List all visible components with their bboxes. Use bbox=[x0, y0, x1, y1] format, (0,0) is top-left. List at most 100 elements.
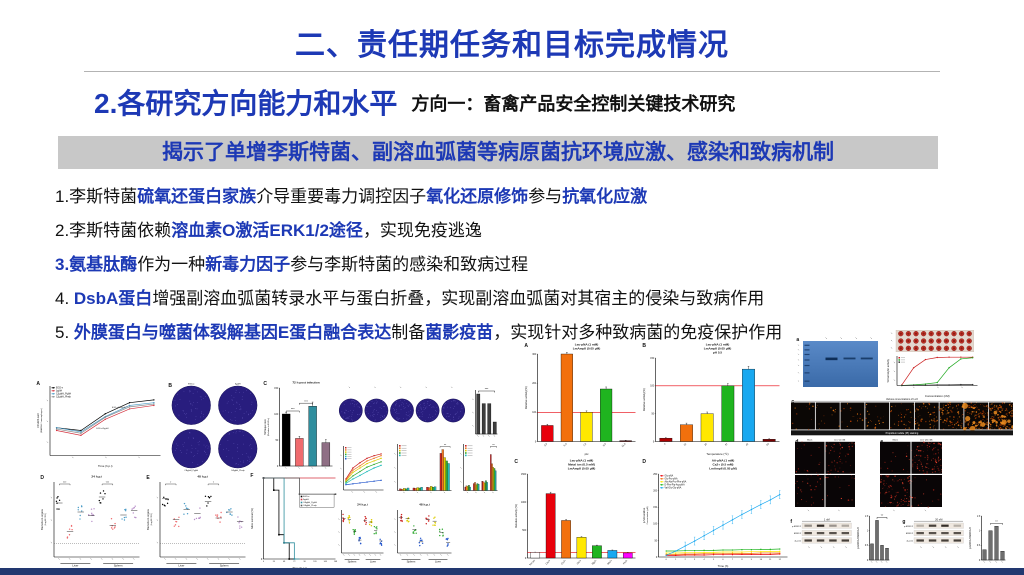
figure-sds-page-gel: a bbox=[796, 336, 880, 392]
figure-substrate-kinetics-line-chart: D AA-pNA (1 mM) Ca2+ (0.5 mM) LmAmpII (0.05… bbox=[642, 458, 790, 568]
svg-text:100: 100 bbox=[274, 414, 279, 416]
svg-text:No ion: No ion bbox=[529, 559, 536, 566]
svg-text:72: 72 bbox=[293, 561, 295, 563]
svg-text:**: ** bbox=[995, 519, 998, 523]
svg-text:%Plaque size: %Plaque size bbox=[263, 419, 267, 435]
svg-text:***: *** bbox=[106, 480, 110, 484]
svg-text:Propidium iodide (PI) staining: Propidium iodide (PI) staining bbox=[886, 432, 919, 435]
svg-text:100: 100 bbox=[653, 524, 658, 526]
svg-text:Ca2+ (0.5 mM): Ca2+ (0.5 mM) bbox=[713, 463, 734, 467]
svg-text:C: C bbox=[263, 381, 267, 387]
svg-text:β-actin: β-actin bbox=[907, 540, 914, 543]
svg-text:150: 150 bbox=[650, 358, 655, 360]
svg-text:p-ERK1/2/ERK1/2: p-ERK1/2/ERK1/2 bbox=[968, 527, 972, 549]
finding-item: 1.李斯特菌硫氧还蛋白家族介导重要毒力调控因子氧化还原修饰参与抗氧化应激 bbox=[55, 187, 648, 206]
svg-text:D: D bbox=[40, 475, 44, 481]
svg-text:(Log10 CFU): (Log10 CFU) bbox=[151, 513, 153, 525]
svg-text:0: 0 bbox=[656, 557, 658, 559]
svg-text:1: 1 bbox=[867, 531, 869, 533]
svg-text:p-ERK1/2: p-ERK1/2 bbox=[904, 526, 914, 528]
svg-text:CFU/24-well: CFU/24-well bbox=[36, 413, 40, 428]
svg-text:***: *** bbox=[304, 399, 308, 403]
finding-item: 2.李斯特菌依赖溶血素O激活ERK1/2途径，实现免疫逃逸 bbox=[55, 221, 482, 240]
svg-text:48: 48 bbox=[283, 561, 285, 563]
figure-organ-burden-48h-scatter: E 48 h.p.i Bacteria in organs (Log10 CFU) Li… bbox=[146, 474, 248, 570]
svg-text:(Log10 CFU): (Log10 CFU) bbox=[45, 513, 47, 525]
findings-list: 1.李斯特菌硫氧还蛋白家族介导重要毒力调控因子氧化还原修饰参与抗氧化应激 2.李斯… bbox=[55, 180, 985, 350]
svg-text:(RAW264.7 macrophages): (RAW264.7 macrophages) bbox=[40, 408, 43, 433]
svg-text:250: 250 bbox=[653, 474, 658, 476]
svg-text:g: g bbox=[902, 519, 905, 525]
svg-text:CΔyjbH_Phelp: CΔyjbH_Phelp bbox=[231, 469, 245, 472]
svg-text:Spleen: Spleen bbox=[114, 564, 123, 568]
figure-growth-curve-chart: A CFU/24-well (RAW264.7 macrophages) Time (… bbox=[36, 380, 163, 468]
svg-text:C: C bbox=[514, 459, 518, 465]
svg-text:Bacteria in organs: Bacteria in organs bbox=[40, 508, 44, 530]
svg-text:0: 0 bbox=[979, 560, 981, 562]
svg-text:Val-Gly-Gly-pNA: Val-Gly-Gly-pNA bbox=[665, 487, 682, 490]
svg-text:p-ERK1/2: p-ERK1/2 bbox=[792, 526, 802, 528]
svg-text:Leu-pNA (1 mM): Leu-pNA (1 mM) bbox=[706, 343, 730, 347]
slide-title: 二、责任期任务和目标完成情况 bbox=[295, 29, 729, 62]
svg-text:ERK1/2: ERK1/2 bbox=[794, 533, 802, 535]
svg-text:pH 5.5: pH 5.5 bbox=[713, 351, 723, 355]
svg-text:ΔyjbH: ΔyjbH bbox=[303, 498, 309, 501]
svg-text:50: 50 bbox=[655, 540, 658, 542]
section-heading-row: 2.各研究方向能力和水平 方向一：畜禽产品安全控制关键技术研究 bbox=[94, 88, 735, 120]
svg-text:Ca2+: Ca2+ bbox=[545, 559, 552, 566]
figure-erk-ratio-bar-1nm: p-ERK1/2/ERK1/2 0 0.5 1 1.5 ** bbox=[856, 512, 892, 568]
figure-plaque-bar-chart: *** bbox=[468, 386, 500, 442]
svg-text:Spleen: Spleen bbox=[220, 564, 229, 568]
svg-text:42: 42 bbox=[745, 442, 749, 446]
svg-text:EGD-e/CΔyjbH **: EGD-e/CΔyjbH ** bbox=[112, 406, 128, 409]
svg-text:Time (h.p.i): Time (h.p.i) bbox=[98, 464, 113, 468]
svg-text:0: 0 bbox=[666, 559, 668, 561]
svg-text:D: D bbox=[642, 459, 646, 465]
svg-text:7: 7 bbox=[732, 559, 734, 561]
svg-text:*: * bbox=[213, 480, 215, 484]
svg-text:***: *** bbox=[291, 407, 295, 411]
figure-erk-ratio-bar-20nm: p-ERK1/2/ERK1/2 0 0.5 1 1.5 ** bbox=[968, 512, 1008, 568]
svg-text:**: ** bbox=[492, 443, 495, 447]
svg-text:B: B bbox=[642, 343, 646, 349]
svg-text:4: 4 bbox=[663, 442, 667, 446]
svg-text:Liver: Liver bbox=[72, 564, 78, 568]
svg-text:LmAmpII (0.05 μM): LmAmpII (0.05 μM) bbox=[704, 347, 732, 351]
svg-text:72 h post infection: 72 h post infection bbox=[292, 381, 319, 385]
svg-text:A: A bbox=[36, 381, 40, 387]
svg-text:β-actin: β-actin bbox=[795, 540, 802, 543]
svg-text:A: A bbox=[524, 343, 528, 349]
svg-text:LLO (1 nM): LLO (1 nM) bbox=[834, 440, 845, 442]
svg-text:F: F bbox=[250, 473, 253, 479]
svg-text:B: B bbox=[168, 383, 172, 389]
svg-text:LmAmpII (0.05 μM): LmAmpII (0.05 μM) bbox=[573, 347, 601, 351]
section-heading: 2.各研究方向能力和水平 bbox=[94, 88, 398, 119]
svg-text:Concentration (nM): Concentration (nM) bbox=[925, 394, 950, 398]
svg-text:200: 200 bbox=[653, 491, 658, 493]
figure-western-blot-20nm: g 20 nM p-ERK1/2 ERK1/2 β-actin bbox=[902, 517, 964, 568]
svg-text:Mg2+: Mg2+ bbox=[591, 559, 598, 566]
svg-text:Mock: Mock bbox=[807, 440, 813, 442]
svg-text:CΔyjbH_PyjbH: CΔyjbH_PyjbH bbox=[184, 469, 198, 472]
figure-pi-staining-strip: c Various concentrations of LLO Propidium … bbox=[791, 398, 1015, 436]
svg-text:Zn2+: Zn2+ bbox=[576, 559, 582, 565]
figure-grouped-bar-chart-1: ** bbox=[390, 440, 454, 500]
svg-text:AA-pNA (1 mM): AA-pNA (1 mM) bbox=[712, 459, 735, 463]
svg-text:LmAmpII (0.05 μM): LmAmpII (0.05 μM) bbox=[709, 467, 737, 471]
figure-hemolysis-dot-assay bbox=[890, 329, 975, 353]
svg-text:10: 10 bbox=[760, 559, 763, 561]
svg-text:a: a bbox=[796, 337, 799, 343]
svg-text:0: 0 bbox=[653, 441, 655, 443]
svg-text:50: 50 bbox=[652, 414, 655, 416]
svg-text:pH: pH bbox=[585, 452, 589, 456]
figure-metal-ion-activity-bar-chart: C Leu-pNA (1 mM) Metal ion (0.5 mM) LmAmpII… bbox=[514, 458, 638, 568]
svg-text:ΔyjbH: ΔyjbH bbox=[235, 383, 241, 386]
svg-text:EGD-e: EGD-e bbox=[188, 384, 195, 386]
figure-hemolysis-curve-chart: % hemolytic activity Concentration (nM) bbox=[886, 352, 980, 398]
svg-text:Bacteria in organs: Bacteria in organs bbox=[146, 508, 150, 530]
footer-bar bbox=[0, 568, 1024, 575]
svg-text:0.5: 0.5 bbox=[977, 545, 981, 547]
svg-text:Mock: Mock bbox=[893, 440, 899, 442]
